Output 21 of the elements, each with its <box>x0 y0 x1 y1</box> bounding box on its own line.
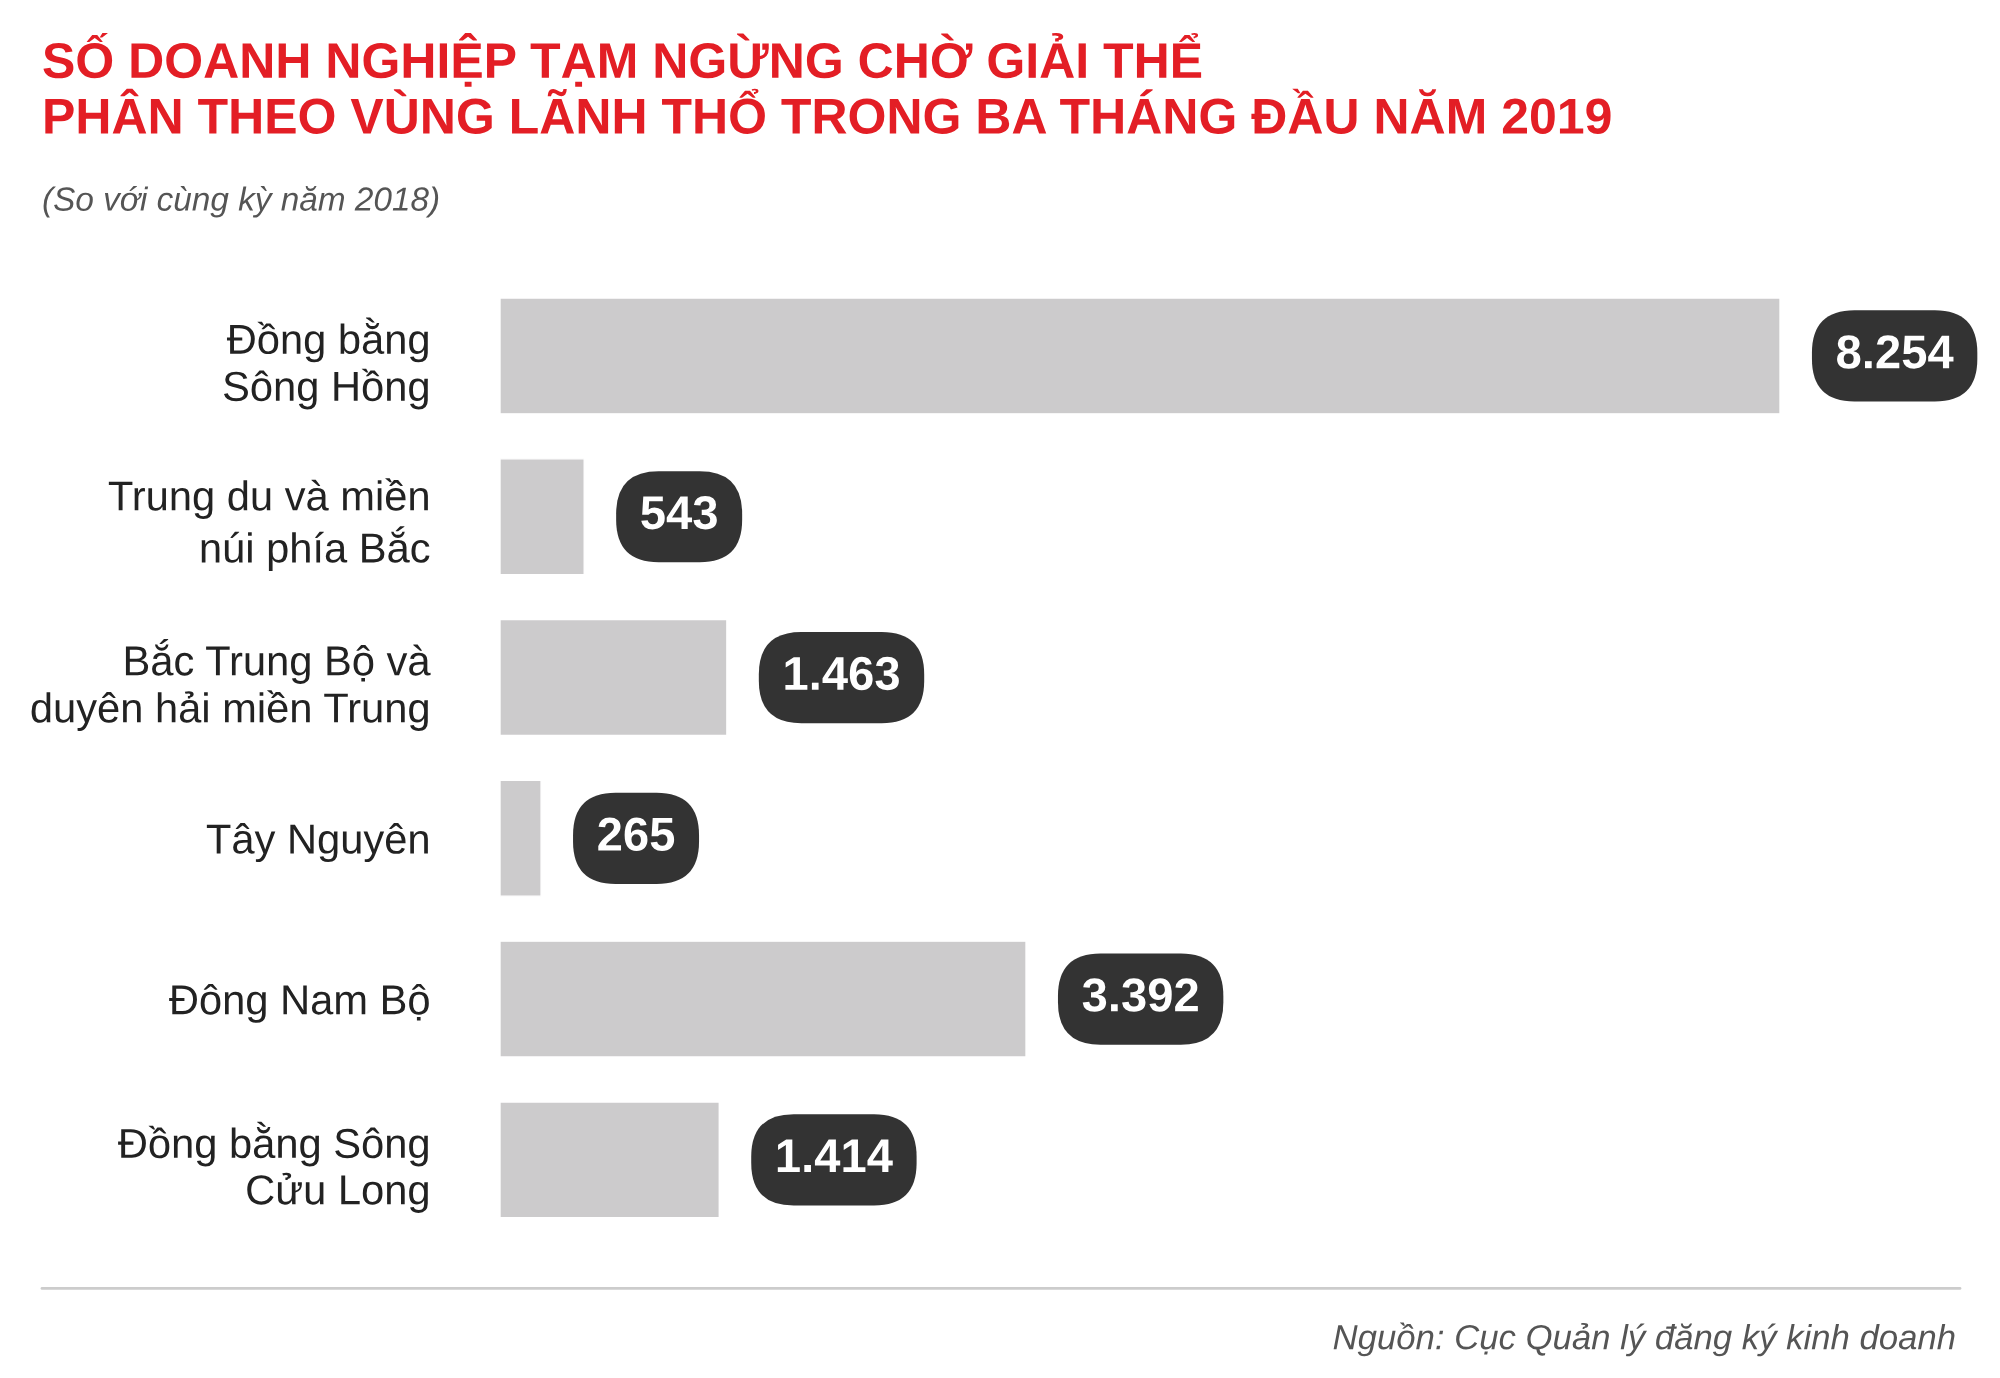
data-label: 8.254 <box>1837 335 1954 369</box>
data-label: 3.392 <box>1082 978 1198 1012</box>
chart-subtitle: (So với cùng kỳ năm 2018) <box>43 186 439 218</box>
y-tick-label: Tây Nguyên <box>206 823 428 863</box>
bar <box>500 940 1027 1058</box>
bar <box>500 1101 720 1219</box>
y-tick-label: Đông Nam Bộ <box>169 983 429 1023</box>
data-label: 265 <box>598 817 675 851</box>
y-tick-label: Bắc Trung Bộ và duyên hải miền Trung <box>31 639 431 731</box>
data-label: 1.463 <box>785 656 899 691</box>
bar <box>500 779 542 897</box>
bar <box>500 297 1780 415</box>
chart-title: SỐ DOANH NGHIỆP TẠM NGỪNG CHỜ GIẢI THỂ PHÂN THEO VÙNG LÃNH THỔ TRONG BA THÁNG ĐẦU NĂM 2019 <box>43 33 1611 134</box>
text: Nguồn: Cục Quản lý đăng ký kinh doanh <box>1333 1322 1955 1357</box>
y-tick-label: Đồng bằng Sông Hồng <box>223 317 428 410</box>
data-label: 1.414 <box>777 1139 893 1173</box>
y-tick-label: Trung du và miền núi phía Bắc <box>108 478 430 572</box>
bar <box>500 618 728 737</box>
bar <box>500 458 585 576</box>
y-tick-label: Đồng bằng Sông Cửu Long <box>118 1121 428 1213</box>
data-label: 543 <box>641 495 717 530</box>
